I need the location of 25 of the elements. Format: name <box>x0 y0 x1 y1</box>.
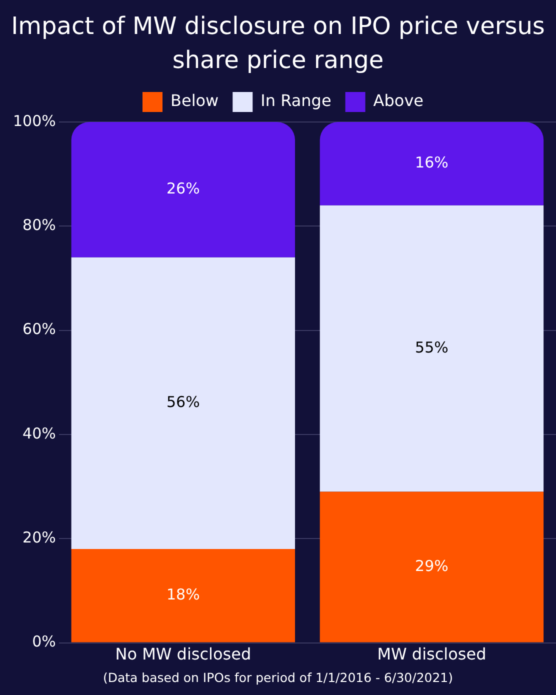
x-tick-label: No MW disclosed <box>115 644 252 664</box>
bar <box>320 122 544 206</box>
legend-label: Below <box>170 91 219 110</box>
legend-label: Above <box>373 91 424 110</box>
bar <box>71 257 296 550</box>
x-tick-label: MW disclosed <box>377 644 486 664</box>
text: (Data based on IPOs for period of 1/1/2016 - 6/30/2021) <box>102 670 454 685</box>
data-label: 29% <box>415 556 448 575</box>
data-label: 16% <box>415 154 448 172</box>
bar <box>320 492 544 642</box>
y-tick-label: 0% <box>32 632 56 651</box>
y-tick-label: 60% <box>22 320 56 338</box>
bar <box>71 122 296 258</box>
data-label: 18% <box>166 586 200 604</box>
data-label: 26% <box>166 180 200 198</box>
chart-title: Impact of MW disclosure on IPO price versus share price range <box>10 11 546 76</box>
data-label: 55% <box>415 338 448 356</box>
y-tick-label: 20% <box>22 528 56 547</box>
y-tick-label: 100% <box>12 112 56 130</box>
bar <box>71 549 296 642</box>
data-label: 56% <box>166 393 200 412</box>
legend-label: In Range <box>260 91 332 110</box>
y-tick-label: 40% <box>22 424 56 442</box>
bar <box>320 205 544 492</box>
y-tick-label: 80% <box>22 216 56 234</box>
